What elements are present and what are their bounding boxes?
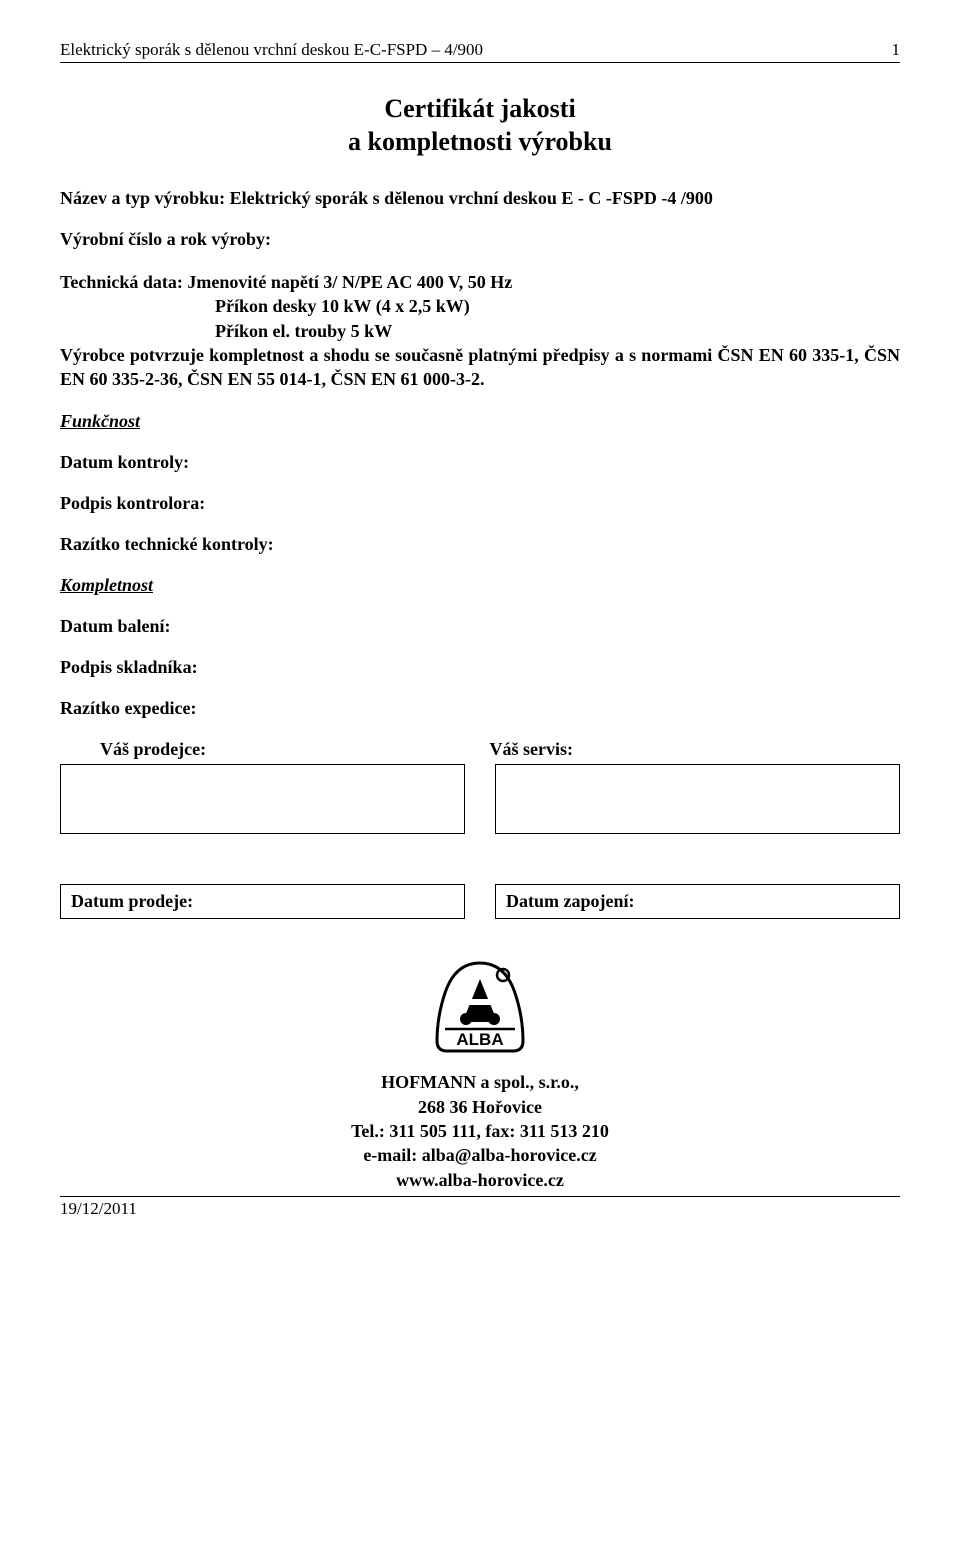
page: Elektrický sporák s dělenou vrchní desko… [0,0,960,1249]
tech-line-3: Příkon el. trouby 5 kW [60,319,900,343]
company-name: HOFMANN a spol., s.r.o., [60,1070,900,1094]
page-header: Elektrický sporák s dělenou vrchní desko… [60,40,900,60]
product-name: Název a typ výrobku: Elektrický sporák s… [60,188,900,209]
podpis-skladnika: Podpis skladníka: [60,657,900,678]
date-row: Datum prodeje: Datum zapojení: [60,884,900,919]
datum-kontroly: Datum kontroly: [60,452,900,473]
company-info: HOFMANN a spol., s.r.o., 268 36 Hořovice… [60,1070,900,1191]
razitko-tech: Razítko technické kontroly: [60,534,900,555]
vendor-service-boxes [60,764,900,834]
footer-divider [60,1196,900,1197]
servis-label: Váš servis: [490,739,870,760]
datum-zapojeni-label: Datum zapojení: [506,891,635,911]
footer-date: 19/12/2011 [60,1199,900,1219]
logo-block: ALBA [60,959,900,1064]
alba-logo-icon: ALBA [425,959,535,1064]
title-block: Certifikát jakosti a kompletnosti výrobk… [60,93,900,158]
serial-label: Výrobní číslo a rok výroby: [60,229,900,250]
company-email: e-mail: alba@alba-horovice.cz [60,1143,900,1167]
prodejce-label: Váš prodejce: [60,739,485,760]
svg-text:ALBA: ALBA [456,1030,503,1049]
header-divider [60,62,900,63]
datum-zapojeni-box: Datum zapojení: [495,884,900,919]
prodejce-box [60,764,465,834]
page-number: 1 [892,40,901,60]
tech-cert: Výrobce potvrzuje kompletnost a shodu se… [60,343,900,392]
header-left: Elektrický sporák s dělenou vrchní desko… [60,40,483,60]
servis-box [495,764,900,834]
tech-line-1: Technická data: Jmenovité napětí 3/ N/PE… [60,270,900,294]
podpis-kontrolora: Podpis kontrolora: [60,493,900,514]
tech-data: Technická data: Jmenovité napětí 3/ N/PE… [60,270,900,391]
title-line-1: Certifikát jakosti [60,93,900,126]
datum-baleni: Datum balení: [60,616,900,637]
tech-line-2: Příkon desky 10 kW (4 x 2,5 kW) [60,294,900,318]
datum-prodeje-label: Datum prodeje: [71,891,193,911]
title-line-2: a kompletnosti výrobku [60,126,900,159]
company-tel: Tel.: 311 505 111, fax: 311 513 210 [60,1119,900,1143]
datum-prodeje-box: Datum prodeje: [60,884,465,919]
vendor-service-labels: Váš prodejce: Váš servis: [60,739,900,760]
company-web: www.alba-horovice.cz [60,1168,900,1192]
razitko-expedice: Razítko expedice: [60,698,900,719]
company-addr: 268 36 Hořovice [60,1095,900,1119]
kompletnost-heading: Kompletnost [60,575,900,596]
funkcnost-heading: Funkčnost [60,411,900,432]
